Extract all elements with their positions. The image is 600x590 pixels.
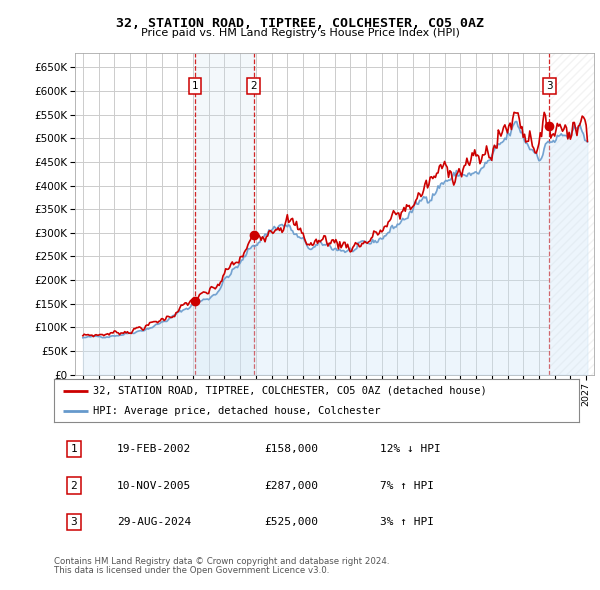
Text: 1: 1 <box>71 444 77 454</box>
Text: 7% ↑ HPI: 7% ↑ HPI <box>380 481 433 490</box>
Text: £525,000: £525,000 <box>264 517 318 527</box>
Text: 3% ↑ HPI: 3% ↑ HPI <box>380 517 433 527</box>
Text: 1: 1 <box>191 81 199 91</box>
Bar <box>550 53 594 375</box>
Text: £158,000: £158,000 <box>264 444 318 454</box>
Text: HPI: Average price, detached house, Colchester: HPI: Average price, detached house, Colc… <box>94 407 381 416</box>
Text: 2: 2 <box>250 81 257 91</box>
Text: This data is licensed under the Open Government Licence v3.0.: This data is licensed under the Open Gov… <box>54 566 329 575</box>
Text: 32, STATION ROAD, TIPTREE, COLCHESTER, CO5 0AZ (detached house): 32, STATION ROAD, TIPTREE, COLCHESTER, C… <box>94 386 487 396</box>
Text: 19-FEB-2002: 19-FEB-2002 <box>117 444 191 454</box>
Text: 12% ↓ HPI: 12% ↓ HPI <box>380 444 440 454</box>
Text: £287,000: £287,000 <box>264 481 318 490</box>
Text: 29-AUG-2024: 29-AUG-2024 <box>117 517 191 527</box>
Text: Price paid vs. HM Land Registry's House Price Index (HPI): Price paid vs. HM Land Registry's House … <box>140 28 460 38</box>
Text: 10-NOV-2005: 10-NOV-2005 <box>117 481 191 490</box>
Bar <box>195 53 254 375</box>
Bar <box>550 53 594 375</box>
Text: 32, STATION ROAD, TIPTREE, COLCHESTER, CO5 0AZ: 32, STATION ROAD, TIPTREE, COLCHESTER, C… <box>116 17 484 30</box>
Text: 3: 3 <box>546 81 553 91</box>
Text: Contains HM Land Registry data © Crown copyright and database right 2024.: Contains HM Land Registry data © Crown c… <box>54 557 389 566</box>
Text: 2: 2 <box>71 481 77 490</box>
Text: 3: 3 <box>71 517 77 527</box>
